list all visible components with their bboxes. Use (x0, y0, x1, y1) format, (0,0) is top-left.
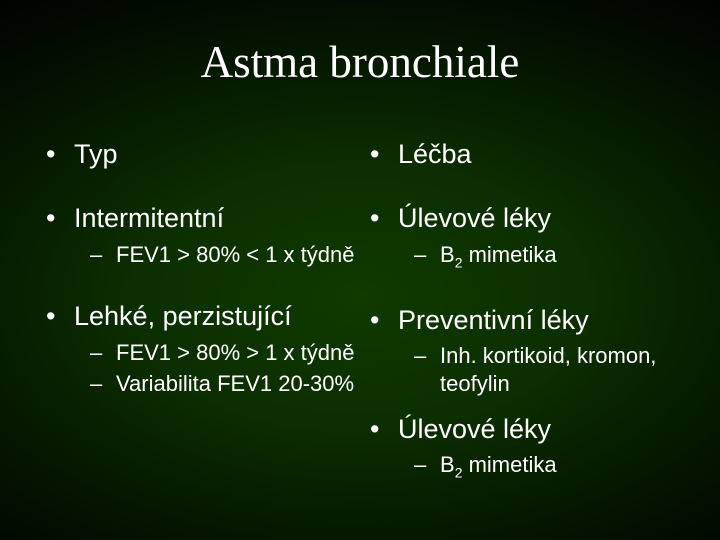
dash-icon: – (414, 342, 440, 397)
subbullet-ulevove-1-1-text: B2 mimetika (440, 241, 557, 272)
subbullet-preventivni-1: – Inh. kortikoid, kromon, teofylin (414, 342, 682, 397)
dash-icon: – (414, 451, 440, 482)
bullet-typ: • Typ (46, 138, 358, 170)
subbullet-ulevove-2-1-text: B2 mimetika (440, 451, 557, 482)
bullet-dot-icon: • (46, 300, 74, 332)
subbullet-ulevove-2-1: – B2 mimetika (414, 451, 682, 482)
bullet-dot-icon: • (370, 138, 398, 170)
bullet-ulevove-2-label: Úlevové léky (398, 413, 551, 445)
subbullet-preventivni-1-text: Inh. kortikoid, kromon, teofylin (440, 342, 682, 397)
bullet-intermitentni-label: Intermitentní (74, 202, 224, 234)
dash-icon: – (90, 339, 116, 367)
dash-icon: – (90, 370, 116, 398)
slide-title: Astma bronchiale (0, 0, 720, 106)
dash-icon: – (414, 241, 440, 272)
bullet-lecba-label: Léčba (398, 138, 472, 170)
bullet-preventivni-label: Preventivní léky (398, 304, 589, 336)
subbullet-ulevove-1-1: – B2 mimetika (414, 241, 682, 272)
bullet-ulevove-1-label: Úlevové léky (398, 202, 551, 234)
bullet-preventivni: • Preventivní léky (370, 304, 682, 336)
bullet-dot-icon: • (46, 202, 74, 234)
dash-icon: – (90, 241, 116, 269)
subbullet-lehke-2-text: Variabilita FEV1 20-30% (116, 370, 354, 398)
bullet-intermitentni: • Intermitentní (46, 202, 358, 234)
bullet-lehke: • Lehké, perzistující (46, 300, 358, 332)
bullet-lehke-label: Lehké, perzistující (74, 300, 292, 332)
bullet-typ-label: Typ (74, 138, 118, 170)
bullet-lecba: • Léčba (370, 138, 682, 170)
content-columns: • Typ • Intermitentní – FEV1 > 80% < 1 x… (0, 106, 720, 482)
bullet-ulevove-1: • Úlevové léky (370, 202, 682, 234)
bullet-dot-icon: • (46, 138, 74, 170)
subbullet-lehke-1: – FEV1 > 80% > 1 x týdně (90, 339, 358, 367)
subbullet-lehke-1-text: FEV1 > 80% > 1 x týdně (116, 339, 354, 367)
left-column: • Typ • Intermitentní – FEV1 > 80% < 1 x… (46, 106, 368, 482)
bullet-dot-icon: • (370, 202, 398, 234)
subbullet-lehke-2: – Variabilita FEV1 20-30% (90, 370, 358, 398)
subbullet-intermitentni-1: – FEV1 > 80% < 1 x týdně (90, 241, 358, 269)
right-column: • Léčba • Úlevové léky – B2 mimetika • P… (368, 106, 682, 482)
bullet-dot-icon: • (370, 413, 398, 445)
bullet-ulevove-2: • Úlevové léky (370, 413, 682, 445)
bullet-dot-icon: • (370, 304, 398, 336)
subbullet-intermitentni-1-text: FEV1 > 80% < 1 x týdně (116, 241, 354, 269)
